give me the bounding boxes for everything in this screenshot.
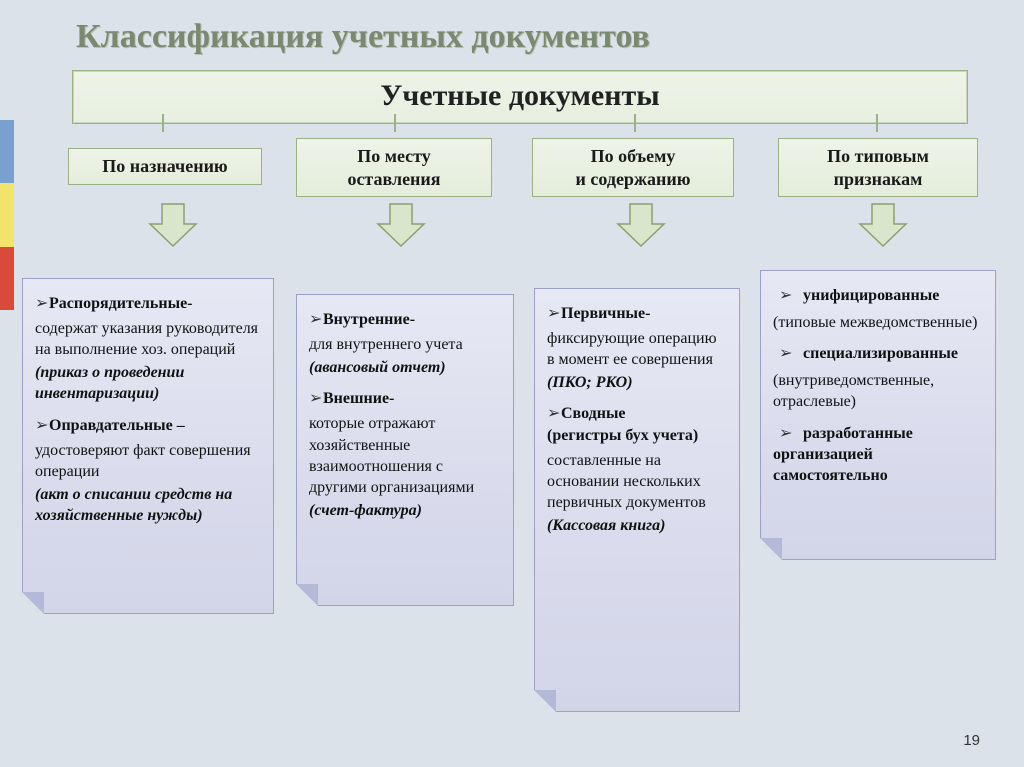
main-box: Учетные документы (72, 70, 968, 124)
connector (634, 114, 636, 132)
down-arrow-0 (148, 202, 198, 248)
content-card-3: ➢ унифицированные(типовые межведомственн… (760, 270, 996, 560)
connector (876, 114, 878, 132)
category-box-1: По местуоставления (296, 138, 492, 197)
down-arrow-2 (616, 202, 666, 248)
down-arrow-1 (376, 202, 426, 248)
category-box-2: По объемуи содержанию (532, 138, 734, 197)
category-box-3: По типовымпризнакам (778, 138, 978, 197)
content-card-1: ➢Внутренние-для внутреннего учета(авансо… (296, 294, 514, 606)
content-card-2: ➢Первичные-фиксирующие операцию в момент… (534, 288, 740, 712)
content-card-0: ➢Распорядительные-содержат указания руко… (22, 278, 274, 614)
connector (162, 114, 164, 132)
page-number: 19 (963, 732, 980, 749)
category-row: По назначению По местуоставления По объему… (0, 138, 1024, 200)
category-box-0: По назначению (68, 148, 262, 185)
page-title: Классификация учетных документов (0, 0, 1024, 66)
connector (394, 114, 396, 132)
down-arrow-3 (858, 202, 908, 248)
